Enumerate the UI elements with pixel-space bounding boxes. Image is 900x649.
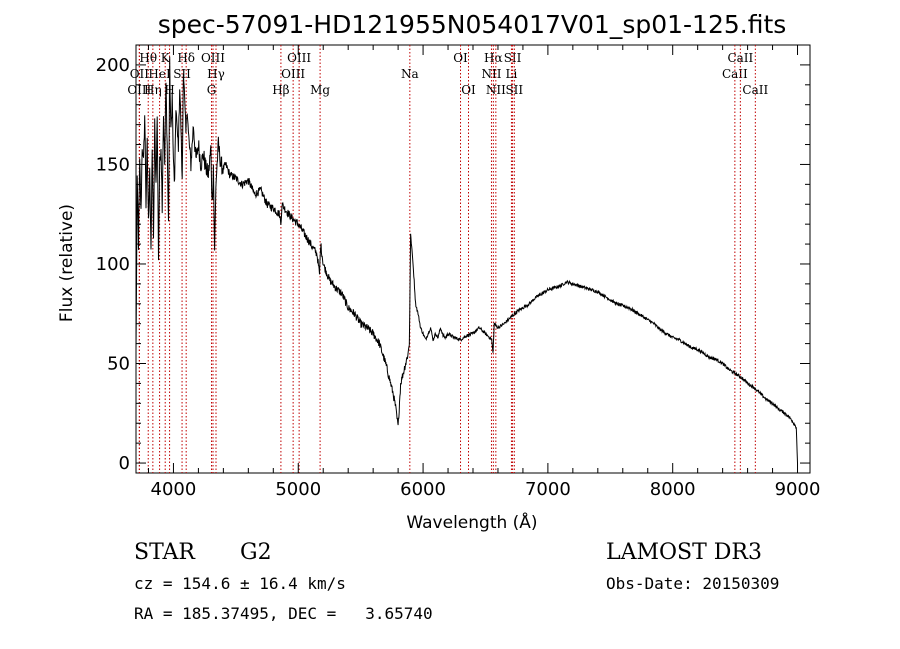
x-tick-label-7000: 7000 (525, 479, 571, 500)
line-label-20: Hα (484, 51, 503, 65)
line-label-5: K (161, 51, 171, 65)
y-tick-label-100: 100 (96, 254, 130, 275)
x-tick-label-9000: 9000 (775, 479, 821, 500)
line-label-10: Hγ (207, 67, 225, 81)
line-label-9: OIII (201, 51, 225, 65)
line-label-24: SII (505, 83, 523, 97)
line-label-18: OI (461, 83, 476, 97)
line-label-7: SII (173, 67, 191, 81)
x-tick-label-8000: 8000 (650, 479, 696, 500)
line-label-3: Hη (144, 83, 162, 97)
line-label-13: OIII (281, 67, 305, 81)
y-tick-label-200: 200 (96, 55, 130, 76)
line-label-15: Mg (310, 83, 330, 97)
line-label-11: G (207, 83, 217, 97)
y-tick-label-150: 150 (96, 154, 130, 175)
spectrum-line (135, 56, 798, 464)
line-label-17: OI (453, 51, 468, 65)
line-label-23: Li (506, 67, 518, 81)
line-label-19: NII (481, 67, 501, 81)
chart-title: spec-57091-HD121955N054017V01_sp01-125.f… (158, 10, 787, 39)
x-axis-label: Wavelength (Å) (406, 511, 537, 533)
y-tick-label-0: 0 (119, 453, 130, 474)
line-label-8: Hδ (177, 51, 195, 65)
survey-name: LAMOST DR3 (606, 540, 762, 565)
y-tick-label-50: 50 (107, 354, 130, 375)
plot-frame (135, 44, 811, 474)
line-label-26: CaII (727, 51, 753, 65)
line-label-22: SII (504, 51, 522, 65)
line-label-27: CaII (742, 83, 768, 97)
line-label-21: NII (486, 83, 506, 97)
object-class: STAR (134, 540, 195, 565)
observation-date: Obs-Date: 20150309 (606, 574, 780, 593)
object-subclass: G2 (240, 540, 272, 565)
x-tick-label-5000: 5000 (275, 479, 321, 500)
x-tick-label-6000: 6000 (400, 479, 446, 500)
line-label-14: OIII (287, 51, 311, 65)
line-label-16: Na (401, 67, 419, 81)
redshift-velocity: cz = 154.6 ± 16.4 km/s (134, 574, 346, 593)
line-label-4: HeI (148, 67, 171, 81)
line-label-25: CaII (722, 67, 748, 81)
line-label-12: Hβ (272, 83, 289, 97)
ra-dec-coordinates: RA = 185.37495, DEC = 3.65740 (134, 604, 433, 623)
y-axis-label: Flux (relative) (57, 204, 77, 322)
x-tick-label-4000: 4000 (151, 479, 197, 500)
line-label-0: Hθ (139, 51, 157, 65)
line-label-2: OIII (127, 83, 151, 97)
